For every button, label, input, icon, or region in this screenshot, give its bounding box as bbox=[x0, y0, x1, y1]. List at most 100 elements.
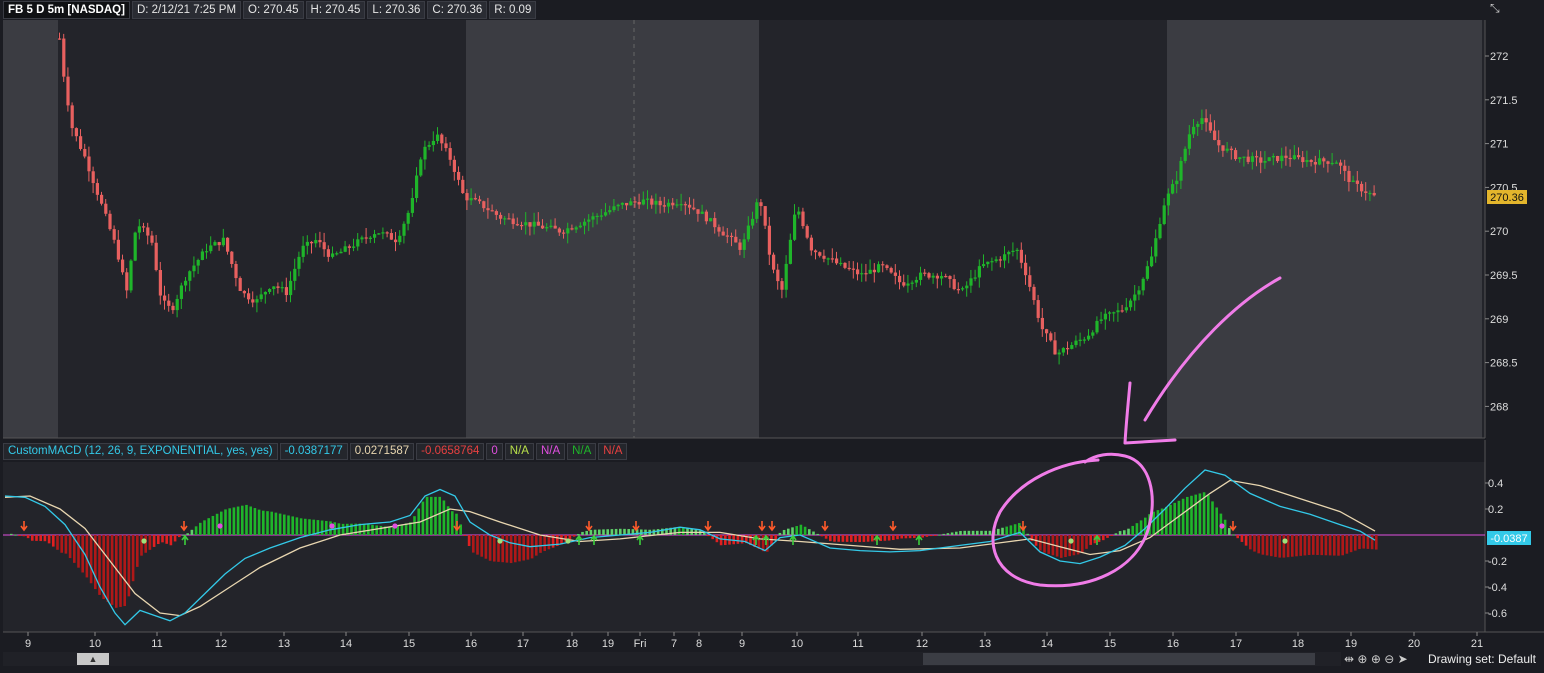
candle-body bbox=[906, 283, 910, 286]
histogram-bar bbox=[795, 526, 798, 535]
histogram-bar bbox=[1362, 535, 1365, 549]
histogram-bar bbox=[824, 535, 828, 539]
histogram-bar bbox=[803, 526, 807, 535]
scroll-left-handle[interactable]: ▲ bbox=[77, 653, 109, 665]
sell-arrow-icon bbox=[704, 521, 712, 532]
histogram-bar bbox=[22, 535, 26, 537]
histogram-bar bbox=[383, 526, 387, 535]
candle-body bbox=[1255, 156, 1259, 158]
candle-body bbox=[961, 288, 965, 290]
cursor-icon[interactable]: ➤ bbox=[1397, 652, 1408, 666]
scroll-thumb[interactable] bbox=[923, 653, 1315, 665]
candle-body bbox=[347, 246, 351, 248]
sell-arrow-icon bbox=[1229, 521, 1237, 532]
histogram-bar bbox=[127, 535, 131, 597]
macd-panel[interactable] bbox=[3, 462, 1485, 632]
candle-body bbox=[881, 264, 885, 266]
histogram-bar bbox=[1001, 527, 1004, 535]
histogram-bar bbox=[413, 516, 416, 535]
histogram-bar bbox=[1068, 535, 1071, 557]
candle-body bbox=[129, 260, 133, 291]
histogram-bar bbox=[320, 520, 324, 535]
signal-dot bbox=[497, 538, 503, 544]
histogram-bar bbox=[488, 535, 492, 561]
histogram-bar bbox=[64, 535, 68, 554]
time-scrollbar[interactable]: ▲ bbox=[3, 652, 1341, 666]
candle-body bbox=[116, 239, 120, 260]
sell-arrow-icon bbox=[180, 521, 188, 532]
candle-body bbox=[801, 211, 805, 227]
histogram-bar bbox=[1324, 535, 1328, 556]
histogram-bar bbox=[732, 535, 735, 545]
histogram-bar bbox=[1303, 535, 1307, 556]
histogram-bar bbox=[1039, 535, 1042, 551]
candle-body bbox=[276, 286, 280, 288]
candle-body bbox=[956, 289, 960, 291]
candle-body bbox=[742, 239, 746, 250]
histogram-bar bbox=[1047, 535, 1050, 554]
zoom-in-icon[interactable]: ⊕ bbox=[1370, 652, 1381, 666]
candle-body bbox=[877, 264, 881, 273]
candle-body bbox=[268, 289, 272, 292]
macd-tick-label: 0.4 bbox=[1488, 478, 1503, 490]
histogram-bar bbox=[26, 535, 30, 539]
candle-body bbox=[461, 179, 465, 194]
histogram-bar bbox=[602, 529, 605, 535]
histogram-bar bbox=[942, 533, 945, 535]
price-tick-label: 269 bbox=[1490, 314, 1508, 326]
histogram-bar bbox=[1349, 535, 1353, 553]
histogram-bar bbox=[211, 515, 215, 535]
candle-body bbox=[788, 239, 792, 264]
candle-body bbox=[373, 234, 377, 238]
candle-body bbox=[1267, 157, 1271, 162]
maximize-icon[interactable]: ⤡ bbox=[1490, 1, 1500, 15]
histogram-bar bbox=[761, 535, 765, 552]
histogram-bar bbox=[950, 532, 954, 535]
zoom-out-icon[interactable]: ⊖ bbox=[1384, 652, 1395, 666]
histogram-bar bbox=[266, 511, 269, 535]
pan-icon[interactable]: ⇹ bbox=[1344, 652, 1355, 666]
histogram-bar bbox=[106, 535, 110, 602]
candle-body bbox=[1074, 340, 1078, 346]
candle-body bbox=[1082, 339, 1086, 341]
candle-body bbox=[696, 209, 700, 214]
macd-study-name[interactable]: CustomMACD (12, 26, 9, EXPONENTIAL, yes,… bbox=[3, 443, 278, 460]
histogram-bar bbox=[1186, 496, 1189, 535]
candle-body bbox=[205, 251, 209, 253]
candle-body bbox=[1208, 122, 1212, 131]
candle-body bbox=[1166, 193, 1170, 206]
candle-body bbox=[310, 241, 314, 244]
histogram-bar bbox=[236, 506, 240, 535]
time-tick-label: 16 bbox=[465, 638, 477, 650]
crosshair-icon[interactable]: ⊕ bbox=[1357, 652, 1368, 666]
histogram-bar bbox=[1118, 531, 1122, 535]
candle-body bbox=[713, 218, 717, 228]
histogram-bar bbox=[1366, 535, 1370, 549]
histogram-bar bbox=[640, 529, 643, 535]
histogram-bar bbox=[988, 530, 992, 535]
candle-body bbox=[314, 240, 318, 244]
candle-body bbox=[868, 269, 872, 274]
candle-body bbox=[473, 198, 477, 200]
histogram-bar bbox=[997, 528, 1000, 535]
histogram-bar bbox=[1194, 494, 1197, 535]
histogram-bar bbox=[518, 535, 521, 562]
candle-body bbox=[305, 241, 309, 246]
candle-body bbox=[1322, 158, 1326, 162]
drawing-set-label[interactable]: Drawing set: Default bbox=[1427, 652, 1536, 666]
candle-body bbox=[482, 201, 486, 209]
histogram-bar bbox=[253, 508, 257, 535]
histogram-bar bbox=[946, 533, 950, 535]
candle-body bbox=[251, 299, 255, 303]
histogram-bar bbox=[887, 535, 891, 541]
histogram-bar bbox=[593, 529, 597, 535]
candle-body bbox=[255, 299, 259, 303]
candle-body bbox=[74, 128, 78, 137]
histogram-bar bbox=[669, 527, 672, 535]
symbol-selector[interactable]: FB 5 D 5m [NASDAQ] bbox=[3, 1, 130, 19]
candle-body bbox=[1187, 134, 1191, 149]
histogram-bar bbox=[501, 535, 504, 563]
candle-body bbox=[872, 269, 876, 273]
candle-body bbox=[692, 207, 696, 210]
